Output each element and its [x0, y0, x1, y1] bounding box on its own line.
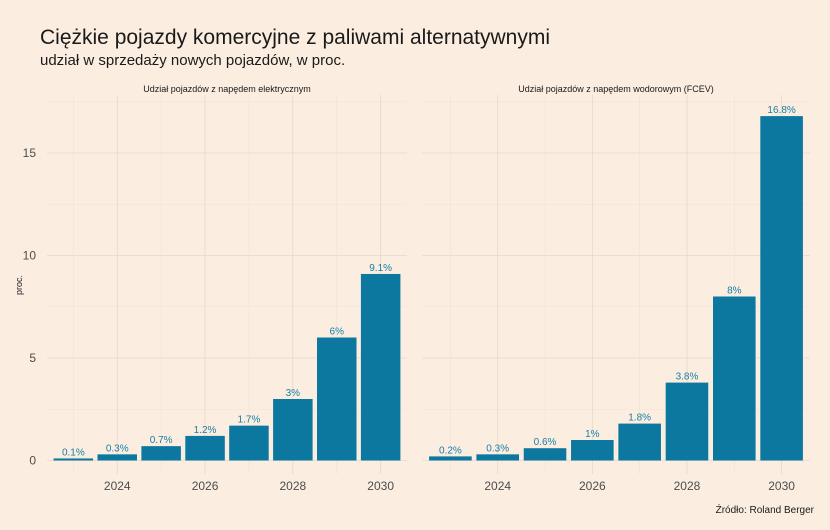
y-tick-label: 0 — [29, 454, 36, 468]
y-tick-label: 15 — [23, 146, 37, 160]
bar — [97, 454, 137, 461]
x-tick-label: 2028 — [674, 479, 701, 493]
bar — [141, 446, 181, 461]
bar — [618, 423, 661, 461]
x-tick-label: 2026 — [579, 479, 606, 493]
data-label: 1.7% — [238, 415, 261, 426]
data-label: 16.8% — [767, 105, 795, 116]
data-label: 1% — [585, 429, 600, 440]
data-label: 8% — [727, 286, 742, 297]
y-tick-label: 5 — [29, 351, 36, 365]
data-label: 0.7% — [150, 435, 173, 446]
bar — [429, 456, 472, 461]
data-label: 0.2% — [439, 445, 462, 456]
data-label: 3.8% — [676, 372, 699, 383]
data-label: 0.1% — [62, 447, 85, 458]
x-tick-label: 2024 — [104, 479, 131, 493]
x-tick-label: 2026 — [192, 479, 219, 493]
y-axis-label: proc. — [14, 275, 24, 295]
bar — [185, 435, 225, 461]
bar — [760, 116, 803, 461]
data-label: 3% — [286, 388, 301, 399]
bar — [523, 448, 567, 461]
bar — [229, 425, 269, 461]
y-tick-label: 10 — [23, 249, 37, 263]
bar — [713, 296, 756, 461]
data-label: 0.3% — [486, 443, 509, 454]
bar — [476, 454, 519, 461]
x-tick-label: 2030 — [768, 479, 795, 493]
bar — [665, 382, 709, 461]
x-tick-label: 2024 — [484, 479, 511, 493]
facet-title: Udział pojazdów z napędem elektrycznym — [143, 84, 311, 94]
x-tick-label: 2028 — [280, 479, 307, 493]
bar — [571, 440, 614, 461]
bar — [53, 458, 94, 461]
chart-subtitle: udział w sprzedaży nowych pojazdów, w pr… — [40, 52, 346, 69]
bar — [360, 273, 401, 461]
source-caption: Źródło: Roland Berger — [715, 505, 814, 516]
data-label: 9.1% — [369, 263, 392, 274]
data-label: 0.6% — [534, 437, 557, 448]
data-label: 1.8% — [628, 413, 651, 424]
bar — [317, 337, 357, 461]
x-tick-label: 2030 — [367, 479, 394, 493]
facet-title: Udział pojazdów z napędem wodorowym (FCE… — [518, 84, 714, 94]
data-label: 1.2% — [194, 425, 217, 436]
bar — [273, 399, 313, 461]
data-label: 0.3% — [106, 443, 129, 454]
data-label: 6% — [330, 327, 345, 338]
chart-title: Ciężkie pojazdy komercyjne z paliwami al… — [40, 26, 551, 49]
